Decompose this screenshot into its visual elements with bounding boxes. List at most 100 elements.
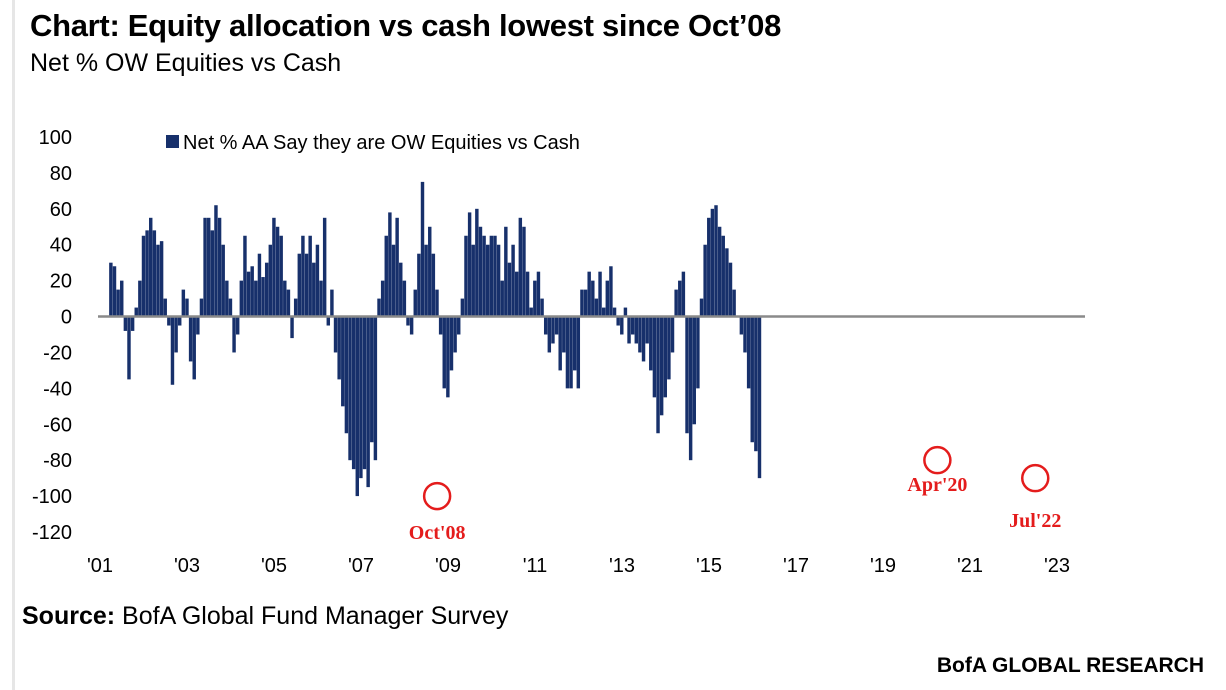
bar [457,316,461,335]
bar [417,253,421,317]
bar [283,280,287,317]
bar [728,262,733,317]
bar [533,280,537,317]
bar [203,217,207,317]
bar [196,316,200,335]
bar [623,307,628,317]
bar [254,280,258,317]
bar [431,253,436,317]
y-tick-label: 40 [50,235,72,257]
bar [138,280,142,317]
bar [330,289,334,317]
bar [551,316,555,344]
annotation-label: Jul'22 [1009,510,1061,532]
bar [598,271,602,317]
bar [717,226,722,317]
bar [141,235,146,317]
y-tick-label: -120 [32,522,72,544]
bar [478,226,483,317]
bar [674,289,678,317]
bar [272,217,276,317]
bar [257,253,262,317]
bar [493,235,497,317]
bar [652,316,657,398]
bar [746,316,751,389]
x-tick-label: '19 [870,555,896,577]
bar [264,262,269,317]
bar [109,262,113,317]
bar [601,307,606,317]
bar [279,235,283,317]
bar [507,262,512,317]
x-tick-label: '09 [435,555,461,577]
bar [250,266,254,317]
bar [163,298,167,317]
bar [536,271,541,317]
bar [547,316,552,353]
bar [326,316,331,326]
bar [562,316,566,353]
bar [344,316,349,434]
bar [424,244,428,317]
bar [337,316,341,380]
bar [322,217,327,317]
bar [721,235,725,317]
x-tick-label: '21 [957,555,983,577]
bar [225,280,229,317]
bar [558,316,562,371]
bar [243,235,247,317]
bar [351,316,356,470]
bar [594,298,599,317]
bar [373,316,378,461]
bar-chart: 100 80 60 40 20 0 -20 -40 -60 -80 -100 -120 '01 '03 '0… [32,127,1085,577]
bar [333,316,338,353]
x-tick-label: '11 [523,555,548,577]
bar [409,316,414,335]
bar [156,244,160,317]
y-tick-label: 80 [50,163,72,185]
bar [149,217,153,317]
bar [246,271,251,317]
bar [649,316,653,371]
bar [275,226,280,317]
annotation-label: Apr'20 [907,474,967,496]
bar [297,253,302,317]
bar [583,289,588,317]
bar [489,235,494,317]
bar [399,262,403,317]
bar [290,316,294,339]
bar [402,280,407,317]
bar [286,289,291,317]
x-tick-label: '07 [348,555,374,577]
bar [145,230,149,317]
bar [239,280,244,317]
bar [178,316,182,326]
bar [627,316,631,344]
bar [540,298,544,317]
bar [438,316,443,335]
bar [206,217,211,317]
bar [732,289,736,317]
brand-footer: BofA GLOBAL RESEARCH [936,654,1204,677]
bar [235,316,240,335]
x-tick-label: '17 [783,555,809,577]
bar [641,316,646,362]
bar [670,316,675,353]
x-tick-label: '13 [609,555,635,577]
y-tick-label: -40 [43,378,72,400]
chart-title: Chart: Equity allocation vs cash lowest … [30,8,782,43]
bar [591,280,595,317]
bar [341,316,345,407]
bar [228,298,233,317]
bar [413,289,417,317]
annotation-label: Oct'08 [409,522,466,544]
bar [565,316,570,389]
bar [696,316,700,389]
bar [134,307,138,317]
bar [518,217,523,317]
bar [453,316,457,353]
bar [725,248,729,317]
bar [428,226,432,317]
bar [681,271,686,317]
bar [707,217,711,317]
